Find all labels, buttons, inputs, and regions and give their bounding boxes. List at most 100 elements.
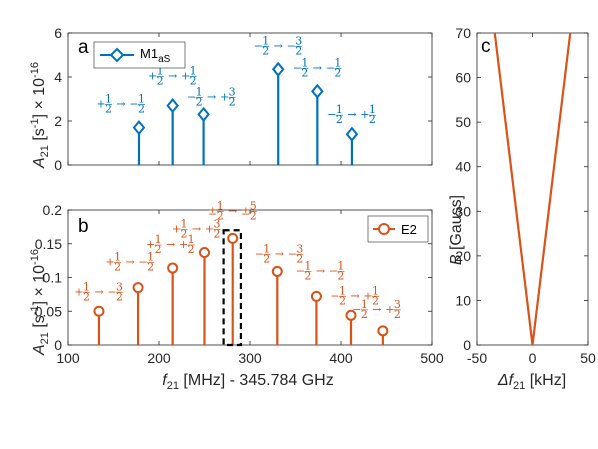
panel-b-legend: E2 [367,215,429,243]
fraction-denominator: 2 [217,209,224,222]
fraction-denominator: 2 [138,103,145,116]
fraction-numerator: 1 [369,103,376,116]
panel-b-x-axis-label: f21 [MHz] - 345.784 GHz [162,372,333,392]
y-tick-label: 2 [54,113,62,129]
arrow-glyph: → [274,39,283,52]
sign-glyph: − [254,39,263,52]
y-tick-label: 10 [455,292,471,308]
arrow-glyph: → [350,289,359,302]
fraction-numerator: 3 [214,218,221,231]
fraction-numerator: 1 [217,199,224,212]
fraction-numerator: 5 [250,199,257,212]
x-tick-label: 200 [147,350,171,366]
arrow-glyph: → [372,303,381,316]
circle-marker [93,305,105,317]
fraction-numerator: 1 [157,65,164,78]
circle-marker [132,282,144,294]
transition-label: +12 → −12 [96,93,145,116]
circle-marker [345,309,357,321]
fraction-numerator: 1 [105,93,112,106]
sign-glyph: − [255,247,264,260]
fraction-denominator: 2 [83,290,90,303]
fraction-denominator: 2 [155,243,162,256]
fraction-denominator: 2 [337,269,344,282]
panel-b-label: b [78,216,89,237]
fraction-denominator: 2 [181,228,188,241]
sign-glyph: − [330,289,339,302]
fraction-denominator: 2 [369,113,376,126]
fraction-numerator: 3 [295,34,302,47]
transition-label: −12 → +12 [327,103,376,126]
arrow-glyph: → [275,247,284,260]
arrow-glyph: → [125,256,134,269]
svg-text:B [Gauss]: B [Gauss] [448,195,465,265]
transition-label: −12 → +12 [330,284,380,307]
circle-marker [377,325,389,337]
y-tick-label: 30 [455,203,471,219]
zeeman-line [531,32,572,346]
fraction-numerator: 1 [155,233,162,246]
panel-a-legend: M1aS [93,41,186,69]
fraction-numerator: 3 [296,242,303,255]
fraction-denominator: 2 [263,252,270,265]
fraction-denominator: 2 [361,308,368,321]
svg-text:c: c [481,36,491,57]
sign-glyph: − [293,61,302,74]
highlight-box [222,229,242,347]
svg-text:f21 [MHz] - 345.784 GHz: f21 [MHz] - 345.784 GHz [162,372,333,392]
fraction-numerator: 1 [361,298,368,311]
panel-c-label: c [481,36,491,57]
x-tick-label: 100 [56,350,80,366]
fraction-denominator: 2 [336,113,343,126]
y-tick-label: 70 [455,25,471,41]
panel-c-plot-area [476,32,589,346]
sign-glyph: − [329,264,338,277]
transition-label: −12 → −12 [296,259,345,282]
panel-a-label: a [78,37,89,58]
fraction-numerator: 1 [188,233,195,246]
transition-label: −12 → −32 [254,34,303,57]
fraction-numerator: 1 [339,284,346,297]
x-tick-label: 0 [529,350,537,366]
arrow-glyph: → [166,238,175,251]
arrow-glyph: → [347,108,356,121]
diamond-marker [311,83,324,99]
sign-glyph: + [220,90,229,103]
sign-glyph: − [107,285,116,298]
sign-glyph: + [74,285,83,298]
svg-text:a: a [78,37,89,58]
fraction-numerator: 1 [301,56,308,69]
fraction-denominator: 2 [394,308,401,321]
y-tick-label: 4 [54,69,62,85]
fraction-numerator: 1 [114,251,121,264]
sign-glyph: − [296,264,305,277]
transition-label: ±12 → ±52 [208,199,257,222]
diamond-marker-icon [109,47,125,63]
sign-glyph: − [287,39,296,52]
y-tick-label: 0.2 [43,202,63,218]
sign-glyph: + [96,98,105,111]
svg-text:A21 [s-1] × 10-16: A21 [s-1] × 10-16 [29,62,51,169]
fraction-denominator: 2 [339,294,346,307]
svg-text:Δf21 [kHz]: Δf21 [kHz] [497,372,566,392]
sign-glyph: + [360,108,369,121]
fraction-denominator: 2 [190,75,197,88]
transition-label: +12 → +12 [146,233,195,256]
panel-c-y-axis-label: B [Gauss] [448,195,465,265]
fraction-denominator: 2 [214,228,221,241]
sign-glyph: − [129,98,138,111]
y-tick-label: 0.1 [43,270,63,286]
sign-glyph: + [172,223,181,236]
fraction-numerator: 1 [196,85,203,98]
circle-marker [227,232,239,244]
y-tick-label: 0.05 [35,303,62,319]
fraction-numerator: 1 [190,65,197,78]
transition-label: −12 → −12 [293,56,342,79]
sign-glyph: + [181,70,190,83]
fraction-denominator: 2 [229,95,236,108]
arrow-glyph: → [116,98,125,111]
